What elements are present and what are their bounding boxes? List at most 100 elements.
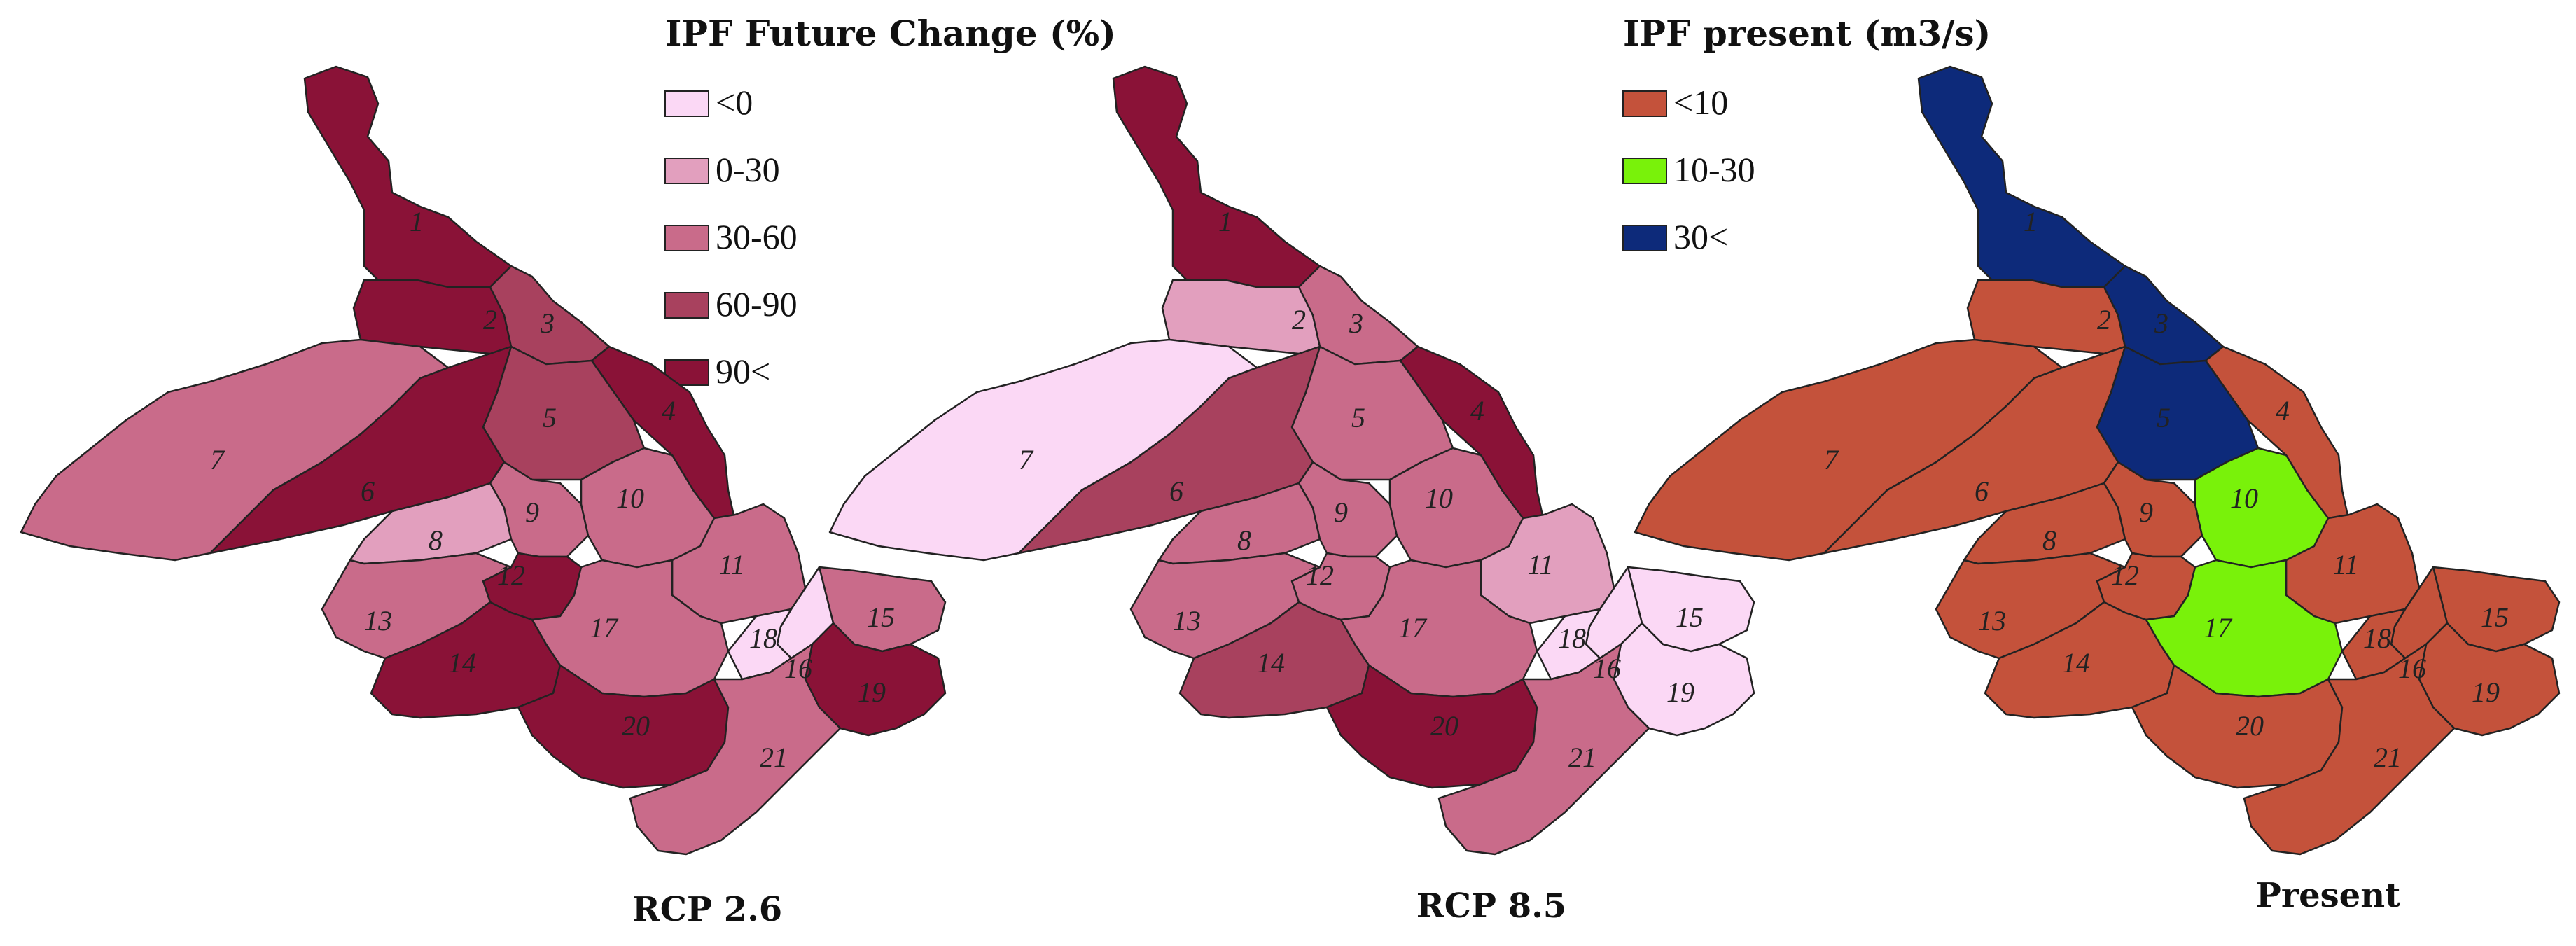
subbasin-label: 12 (1306, 559, 1334, 591)
legend_change-swatch-3 (664, 292, 709, 319)
subbasin-label: 3 (540, 307, 555, 339)
subbasin-9 (1297, 461, 1398, 558)
subbasin-label: 19 (1666, 676, 1694, 708)
caption-rcp85: RCP 8.5 (1416, 886, 1566, 926)
subbasin-label: 13 (364, 605, 392, 637)
subbasin-label: 10 (616, 482, 644, 514)
legend_present-label-1: 10-30 (1673, 150, 1755, 189)
legend_present-swatch-1 (1622, 158, 1667, 184)
subbasin-9 (2103, 461, 2203, 558)
subbasin-label: 11 (718, 549, 744, 580)
subbasin-label: 8 (1237, 524, 1251, 556)
subbasin-label: 18 (1558, 622, 1586, 654)
subbasin-label: 6 (1169, 475, 1183, 507)
subbasin-label: 1 (2024, 206, 2038, 237)
subbasin-label: 19 (2472, 676, 2500, 708)
legend_present-label-0: <10 (1673, 83, 1728, 122)
legend-title-present: IPF present (m3/s) (1623, 13, 1991, 54)
subbasin-label: 13 (1173, 605, 1201, 637)
legend_change-swatch-2 (664, 225, 709, 251)
subbasin-label: 15 (867, 601, 895, 633)
subbasin-label: 10 (1425, 482, 1453, 514)
subbasin-label: 7 (1019, 444, 1034, 475)
subbasin-label: 15 (1676, 601, 1704, 633)
subbasin-label: 20 (1430, 710, 1458, 742)
legend_change-label-4: 90< (716, 352, 770, 391)
subbasin-label: 5 (543, 402, 557, 433)
subbasin-label: 4 (662, 395, 676, 426)
caption-present: Present (2256, 876, 2401, 915)
legend_present-label-2: 30< (1673, 217, 1728, 256)
subbasin-label: 9 (1334, 496, 1348, 528)
subbasin-label: 20 (622, 710, 650, 742)
subbasin-1 (1917, 65, 2126, 288)
subbasin-label: 14 (2062, 647, 2090, 679)
subbasin-label: 3 (1349, 307, 1363, 339)
legend_change-label-1: 0-30 (716, 150, 780, 189)
subbasin-1 (1112, 65, 1321, 288)
legend-present: IPF present (m3/s) <10 10-30 30< (1622, 13, 1991, 256)
subbasin-label: 17 (2203, 612, 2233, 644)
subbasin-label: 2 (483, 304, 497, 335)
subbasin-label: 3 (2154, 307, 2168, 339)
legend_change-swatch-0 (664, 90, 709, 117)
legend-title-change: IPF Future Change (%) (665, 13, 1116, 54)
subbasin-label: 17 (1398, 612, 1428, 644)
subbasin-label: 12 (497, 559, 525, 591)
caption-rcp26: RCP 2.6 (632, 890, 782, 929)
subbasin-label: 12 (2111, 559, 2139, 591)
legend_change-label-2: 30-60 (716, 217, 798, 256)
subbasin-label: 21 (760, 742, 788, 773)
subbasin-label: 5 (2157, 402, 2171, 433)
subbasin-label: 10 (2230, 482, 2258, 514)
legend_present-swatch-2 (1622, 225, 1667, 251)
subbasin-7 (828, 338, 1258, 562)
subbasin-label: 14 (448, 647, 476, 679)
subbasin-7 (20, 338, 450, 562)
subbasin-label: 9 (525, 496, 539, 528)
legend_change-swatch-1 (664, 158, 709, 184)
subbasin-label: 21 (1568, 742, 1596, 773)
subbasin-21 (1437, 643, 1650, 856)
subbasin-label: 18 (749, 622, 777, 654)
subbasin-label: 7 (210, 444, 225, 475)
subbasin-21 (629, 643, 842, 856)
subbasin-label: 7 (1824, 444, 1839, 475)
subbasin-label: 11 (1527, 549, 1553, 580)
subbasin-label: 14 (1257, 647, 1285, 679)
subbasin-label: 8 (2042, 524, 2056, 556)
subbasin-label: 4 (1470, 395, 1484, 426)
subbasin-21 (2243, 643, 2456, 856)
subbasin-label: 18 (2363, 622, 2391, 654)
legend_present-swatch-0 (1622, 90, 1667, 117)
subbasin-7 (1634, 338, 2063, 562)
subbasin-label: 16 (2398, 653, 2426, 684)
subbasin-label: 4 (2276, 395, 2290, 426)
subbasin-label: 6 (361, 475, 375, 507)
legend-future-change: IPF Future Change (%) <0 0-30 30-60 60-90 90… (664, 13, 1116, 391)
subbasin-label: 5 (1351, 402, 1365, 433)
subbasin-label: 16 (1593, 653, 1621, 684)
subbasin-1 (303, 65, 513, 288)
subbasin-label: 1 (410, 206, 424, 237)
subbasin-label: 17 (590, 612, 619, 644)
subbasin-label: 6 (1975, 475, 1989, 507)
subbasin-label: 19 (858, 676, 886, 708)
subbasin-label: 8 (429, 524, 443, 556)
subbasin-label: 15 (2481, 601, 2509, 633)
legend_change-label-3: 60-90 (716, 284, 798, 324)
subbasin-label: 2 (1292, 304, 1306, 335)
subbasin-label: 20 (2236, 710, 2264, 742)
subbasin-label: 2 (2097, 304, 2111, 335)
subbasin-label: 13 (1978, 605, 2006, 637)
legend_change-label-0: <0 (716, 83, 753, 122)
subbasin-label: 16 (784, 653, 812, 684)
subbasin-label: 1 (1218, 206, 1232, 237)
subbasin-label: 11 (2332, 549, 2358, 580)
subbasin-label: 9 (2139, 496, 2153, 528)
subbasin-9 (489, 461, 590, 558)
